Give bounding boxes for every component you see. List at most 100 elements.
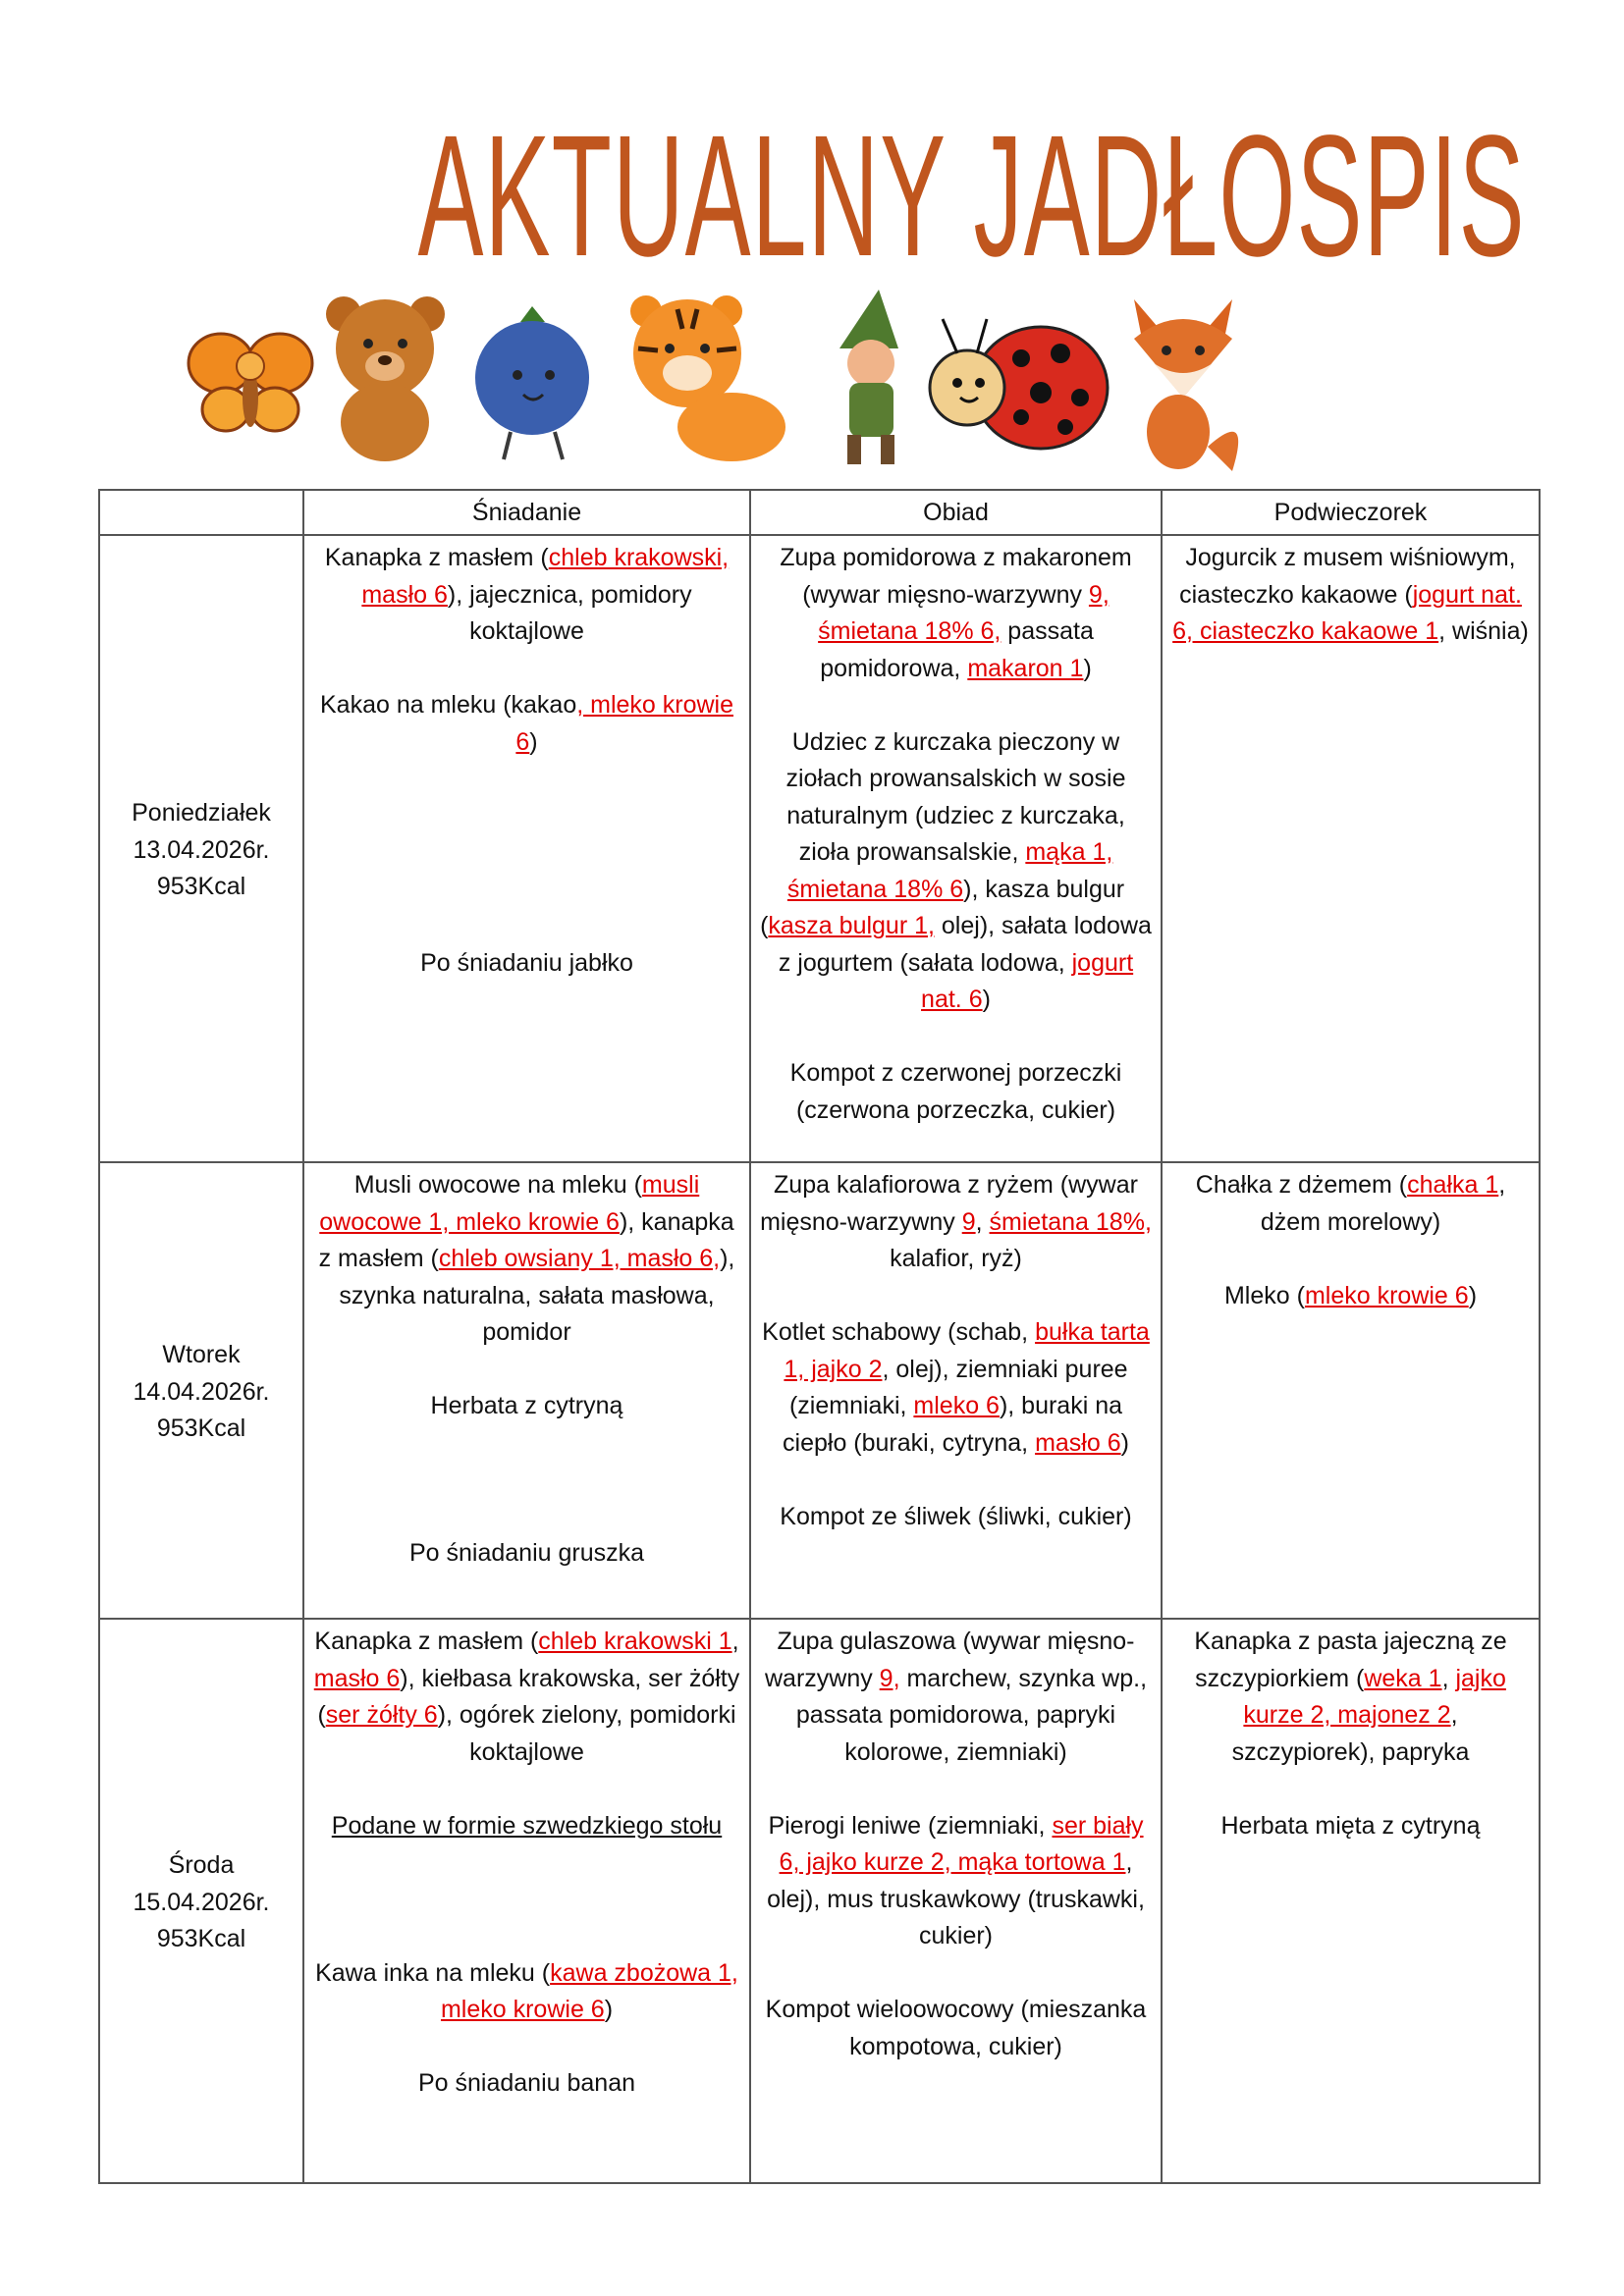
day-date: 15.04.2026r. xyxy=(133,1888,270,1916)
menu-text: ) xyxy=(1083,654,1092,682)
menu-item: Kanapka z masłem (chleb krakowski 1, mas… xyxy=(312,1624,741,1771)
spacer xyxy=(759,1019,1153,1056)
menu-text: Musli owocowe na mleku ( xyxy=(353,1171,642,1199)
menu-item: Kawa inka na mleku (kawa zbożowa 1, mlek… xyxy=(312,1955,741,2029)
menu-item: Herbata z cytryną xyxy=(312,1388,741,1425)
spacer xyxy=(312,1352,741,1389)
menu-text: ), kasza bulgur ( xyxy=(760,875,1125,940)
allergen-text: mąka 1, śmietana 18% 6 xyxy=(786,838,1113,903)
allergen-text: mleko 6 xyxy=(913,1392,1000,1419)
menu-text: ) xyxy=(604,1996,614,2023)
menu-item: Zupa kalafiorowa z ryżem (wywar mięsno-w… xyxy=(759,1167,1153,1278)
spacer xyxy=(312,1462,741,1499)
breakfast-cell: Musli owocowe na mleku (musli owocowe 1,… xyxy=(302,1161,751,1620)
menu-text: Kompot ze śliwek (śliwki, cukier) xyxy=(780,1502,1132,1530)
menu-text: , xyxy=(731,1628,739,1655)
bear-icon xyxy=(326,296,445,461)
column-header-lunch: Obiad xyxy=(749,489,1163,536)
menu-item: Po śniadaniu gruszka xyxy=(312,1535,741,1573)
menu-text: olej), sałata lodowa z jogurtem (sałata … xyxy=(778,912,1152,977)
menu-text: Kakao na mleku (kakao xyxy=(319,691,577,719)
day-kcal: 953Kcal xyxy=(156,1415,246,1443)
allergen-text: 9, śmietana 18% 6, xyxy=(818,580,1110,646)
day-cell: Środa 15.04.2026r. 953Kcal xyxy=(98,1618,304,2184)
menu-item: Herbata mięta z cytryną xyxy=(1170,1808,1531,1845)
breakfast-cell: Kanapka z masłem (chleb krakowski, masło… xyxy=(302,534,751,1163)
allergen-text: bułka tarta 1, jajko 2 xyxy=(784,1318,1150,1383)
menu-item: Zupa gulaszowa (wywar mięsno-warzywny 9,… xyxy=(759,1624,1153,1771)
title-wrap: AKTUALNY JADŁOSPIS xyxy=(0,110,1624,283)
day-cell: Poniedziałek 13.04.2026r. 953Kcal xyxy=(98,534,304,1163)
menu-item: Musli owocowe na mleku (musli owocowe 1,… xyxy=(312,1167,741,1352)
allergen-text: chałka 1 xyxy=(1407,1171,1499,1199)
allergen-text: kasza bulgur 1, xyxy=(768,912,935,939)
allergen-text: śmietana 18%, xyxy=(989,1207,1152,1236)
menu-text: ), szynka naturalna, sałata masłowa, pom… xyxy=(339,1245,735,1346)
allergen-text: chleb owsiany 1, masło 6, xyxy=(438,1245,721,1272)
menu-text: Herbata mięta z cytryną xyxy=(1220,1811,1481,1840)
menu-text: ) xyxy=(982,986,991,1013)
allergen-text: mleko krowie 6 xyxy=(1304,1281,1469,1309)
spacer xyxy=(759,687,1153,724)
spacer xyxy=(759,1771,1153,1808)
spacer xyxy=(312,908,741,945)
menu-text: Zupa gulaszowa (wywar mięsno-warzywny xyxy=(764,1628,1135,1692)
menu-item: Kakao na mleku (kakao, mleko krowie 6) xyxy=(312,687,741,761)
spacer xyxy=(312,761,741,798)
day-name: Wtorek xyxy=(162,1341,241,1369)
menu-table: Śniadanie Obiad Podwieczorek Poniedziałe… xyxy=(98,489,1541,2184)
menu-text: Herbata z cytryną xyxy=(430,1392,623,1419)
allergen-text: jogurt nat. 6 xyxy=(921,948,1134,1014)
allergen-text: jajko kurze 2, majonez 2 xyxy=(1243,1664,1506,1730)
allergen-text: jogurt nat. 6, ciasteczko kakaowe 1 xyxy=(1172,580,1522,646)
menu-item: Udziec z kurczaka pieczony w ziołach pro… xyxy=(759,724,1153,1019)
breakfast-cell: Kanapka z masłem (chleb krakowski 1, mas… xyxy=(302,1618,751,2184)
menu-text: Po śniadaniu gruszka xyxy=(408,1539,645,1567)
allergen-text: makaron 1 xyxy=(967,654,1084,682)
menu-text: ), kanapka z masłem ( xyxy=(318,1207,734,1273)
spacer xyxy=(759,1462,1153,1499)
table-row: Poniedziałek 13.04.2026r. 953Kcal Kanapka z… xyxy=(98,534,1541,1163)
allergen-text: chleb krakowski, masło 6 xyxy=(361,544,730,609)
lunch-cell: Zupa kalafiorowa z ryżem (wywar mięsno-w… xyxy=(749,1161,1163,1620)
allergen-text: musli owocowe 1, mleko krowie 6 xyxy=(319,1171,700,1236)
spacer xyxy=(312,872,741,909)
menu-text: ), jajecznica, pomidory koktajlowe xyxy=(447,580,692,646)
spacer xyxy=(1170,1241,1531,1278)
menu-text: , olej), ziemniaki puree (ziemniaki, xyxy=(788,1355,1128,1420)
spacer xyxy=(312,1499,741,1536)
spacer xyxy=(312,1882,741,1919)
menu-text: Zupa pomidorowa z makaronem (wywar mięsn… xyxy=(780,544,1132,609)
menu-text: ), buraki na ciepło (buraki, cytryna, xyxy=(783,1392,1123,1457)
menu-text: marchew, szynka wp., passata pomidorowa,… xyxy=(795,1664,1148,1766)
menu-text: Kawa inka na mleku ( xyxy=(315,1958,551,1987)
menu-text: kalafior, ryż) xyxy=(890,1245,1022,1272)
allergen-text: masło 6 xyxy=(1035,1428,1121,1457)
menu-item: Zupa pomidorowa z makaronem (wywar mięsn… xyxy=(759,540,1153,687)
menu-item: Pierogi leniwe (ziemniaki, ser biały 6, … xyxy=(759,1808,1153,1955)
allergen-text: kawa zbożowa 1, mleko krowie 6 xyxy=(440,1958,738,2024)
tiger-icon xyxy=(630,295,785,461)
gnome-icon xyxy=(839,290,898,464)
menu-text: Kompot wieloowocowy (mieszanka kompotowa… xyxy=(765,1996,1147,2060)
spacer xyxy=(312,798,741,835)
day-name: Poniedziałek xyxy=(132,799,271,828)
menu-text: , wiśnia) xyxy=(1438,617,1529,645)
menu-text: , xyxy=(1441,1664,1456,1692)
menu-text: , xyxy=(975,1207,990,1236)
lunch-cell: Zupa gulaszowa (wywar mięsno-warzywny 9,… xyxy=(749,1618,1163,2184)
allergen-text: 9, xyxy=(879,1664,900,1692)
snack-cell: Chałka z dżemem (chałka 1, dżem morelowy… xyxy=(1161,1161,1541,1620)
menu-text: Po śniadaniu banan xyxy=(417,2069,636,2097)
menu-item: Podane w formie szwedzkiego stołu xyxy=(312,1808,741,1845)
ladybug-icon xyxy=(928,318,1110,451)
menu-text: Kotlet schabowy (schab, xyxy=(762,1318,1036,1346)
spacer xyxy=(312,1918,741,1955)
menu-text: ) xyxy=(1120,1428,1129,1457)
menu-item: Po śniadaniu banan xyxy=(312,2065,741,2103)
menu-text: Podane w formie szwedzkiego stołu xyxy=(331,1811,723,1840)
day-date: 14.04.2026r. xyxy=(133,1377,270,1406)
menu-text: Zupa kalafiorowa z ryżem (wywar mięsno-w… xyxy=(760,1171,1138,1236)
menu-text: Kanapka z masłem ( xyxy=(314,1628,539,1655)
menu-item: Kanapka z masłem (chleb krakowski, masło… xyxy=(312,540,741,651)
